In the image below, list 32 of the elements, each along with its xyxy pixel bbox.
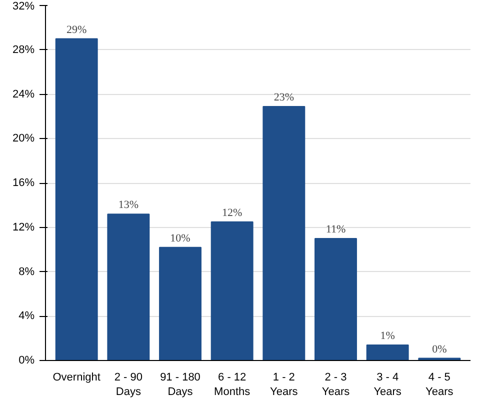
data-label: 11% (326, 223, 346, 236)
bar (210, 221, 254, 360)
y-tick-label: 24% (12, 88, 35, 100)
x-tick-label: 1 - 2 Years (270, 372, 298, 398)
data-label: 12% (222, 206, 242, 219)
data-label: 23% (274, 91, 294, 104)
data-label: 0% (432, 343, 447, 356)
y-tick-label: 12% (12, 221, 35, 234)
y-tick-label: 4% (18, 310, 35, 322)
data-label: 29% (66, 24, 87, 36)
y-tick-label: 8% (18, 266, 35, 278)
y-tick-label: 0% (18, 354, 35, 366)
bar (262, 106, 306, 360)
data-label: 13% (118, 199, 139, 212)
bar (107, 214, 150, 360)
x-tick-label: 6 - 12 Months (214, 372, 251, 398)
y-tick-label: 20% (12, 132, 35, 145)
data-label: 1% (380, 330, 395, 342)
bar (55, 38, 98, 360)
x-tick-label: 2 - 3 Years (322, 372, 350, 398)
bar (159, 246, 202, 360)
x-tick-label: 2 - 90 Days (114, 372, 143, 398)
x-tick-label: 3 - 4 Years (374, 372, 402, 398)
bar (366, 344, 409, 360)
y-tick-label: 28% (12, 44, 35, 56)
bar (314, 238, 357, 360)
x-tick-label: 91 - 180 Days (160, 372, 200, 398)
x-tick-label: Overnight (52, 372, 100, 384)
x-tick-label: 4 - 5 Years (426, 372, 454, 398)
y-tick-label: 32% (12, 0, 35, 12)
y-tick-label: 16% (12, 177, 35, 189)
data-label: 10% (170, 232, 190, 244)
